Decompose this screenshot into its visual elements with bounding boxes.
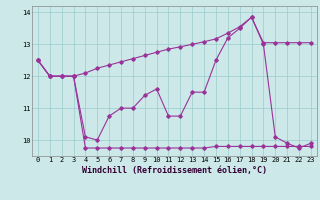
- X-axis label: Windchill (Refroidissement éolien,°C): Windchill (Refroidissement éolien,°C): [82, 166, 267, 175]
